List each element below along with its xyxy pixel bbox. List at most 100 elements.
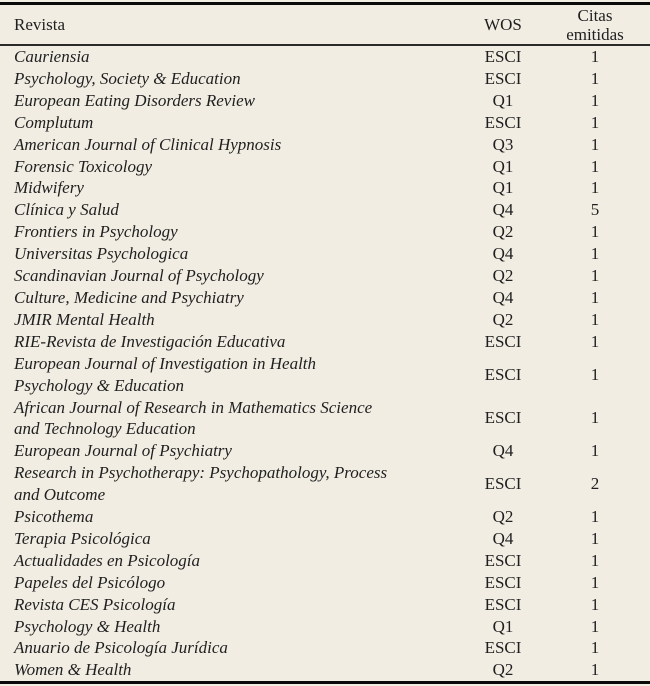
- journal-name: Anuario de Psicología Jurídica: [14, 638, 228, 658]
- table-header: Revista WOS Citas emitidas: [0, 4, 650, 45]
- table-row: Terapia Psicológica Q4 1: [0, 528, 650, 550]
- table-row: RIE-Revista de Investigación Educativa ES…: [0, 331, 650, 353]
- wos-quartile: Q3: [492, 134, 514, 154]
- journal-name: Actualidades en Psicología: [14, 550, 201, 570]
- journal-name: European Journal of Investigation in Hea…: [14, 353, 317, 395]
- journal-name: JMIR Mental Health: [14, 309, 155, 329]
- table-row: Research in Psychotherapy: Psychopatholo…: [0, 462, 650, 506]
- header-wos: WOS: [484, 15, 522, 34]
- wos-quartile: Q4: [492, 287, 514, 307]
- wos-quartile: Q2: [492, 266, 514, 286]
- wos-quartile: Q2: [492, 660, 514, 680]
- wos-quartile: Q4: [492, 200, 514, 220]
- wos-quartile: Q4: [492, 528, 514, 548]
- citas-count: 1: [590, 331, 600, 351]
- journal-name: European Eating Disorders Review: [14, 90, 255, 110]
- citas-count: 1: [590, 364, 600, 384]
- citas-count: 1: [590, 572, 600, 592]
- table-row: Psychology & Health Q1 1: [0, 616, 650, 638]
- citas-count: 1: [590, 441, 600, 461]
- citas-count: 1: [590, 616, 600, 636]
- journal-name: Papeles del Psicólogo: [14, 572, 166, 592]
- citas-count: 2: [590, 474, 600, 494]
- table-row: Forensic Toxicology Q1 1: [0, 156, 650, 178]
- journal-name: Frontiers in Psychology: [14, 222, 178, 242]
- journal-name: Clínica y Salud: [14, 200, 119, 220]
- table-row: Actualidades en Psicología ESCI 1: [0, 550, 650, 572]
- journal-name: Revista CES Psicología: [14, 594, 176, 614]
- journal-name: RIE-Revista de Investigación Educativa: [14, 331, 286, 351]
- journal-name: Midwifery: [14, 178, 84, 198]
- table-row: Cauriensia ESCI 1: [0, 45, 650, 68]
- table-row: Universitas Psychologica Q4 1: [0, 243, 650, 265]
- citas-count: 1: [590, 309, 600, 329]
- table-row: Clínica y Salud Q4 5: [0, 199, 650, 221]
- wos-quartile: ESCI: [484, 572, 522, 592]
- table-row: European Journal of Psychiatry Q4 1: [0, 440, 650, 462]
- citas-count: 1: [590, 528, 600, 548]
- journal-name: Psychology, Society & Education: [14, 68, 241, 88]
- header-revista: Revista: [14, 15, 65, 34]
- wos-quartile: Q2: [492, 507, 514, 527]
- journal-name: African Journal of Research in Mathemati…: [14, 397, 373, 439]
- wos-quartile: ESCI: [484, 408, 522, 428]
- citas-count: 1: [590, 156, 600, 176]
- journal-name: Psicothema: [14, 507, 94, 527]
- table-body: Cauriensia ESCI 1 Psychology, Society & Ed…: [0, 45, 650, 683]
- wos-quartile: ESCI: [484, 638, 522, 658]
- citas-count: 1: [590, 266, 600, 286]
- table-row: African Journal of Research in Mathemati…: [0, 397, 650, 441]
- citas-count: 5: [590, 200, 600, 220]
- wos-quartile: ESCI: [484, 331, 522, 351]
- citas-count: 1: [590, 68, 600, 88]
- journal-name: Women & Health: [14, 660, 132, 680]
- citas-count: 1: [590, 507, 600, 527]
- journal-name: Universitas Psychologica: [14, 244, 189, 264]
- wos-quartile: Q4: [492, 244, 514, 264]
- citas-count: 1: [590, 222, 600, 242]
- table-row: Frontiers in Psychology Q2 1: [0, 221, 650, 243]
- table-row: Scandinavian Journal of Psychology Q2 1: [0, 265, 650, 287]
- journal-name: Scandinavian Journal of Psychology: [14, 266, 264, 286]
- citas-count: 1: [590, 594, 600, 614]
- journal-name: Psychology & Health: [14, 616, 161, 636]
- citas-count: 1: [590, 408, 600, 428]
- table-row: Complutum ESCI 1: [0, 112, 650, 134]
- journal-name: Cauriensia: [14, 47, 90, 66]
- journal-name: Complutum: [14, 112, 94, 132]
- wos-quartile: ESCI: [484, 364, 522, 384]
- wos-quartile: ESCI: [484, 474, 522, 494]
- wos-quartile: Q2: [492, 222, 514, 242]
- wos-quartile: ESCI: [484, 47, 522, 66]
- citas-count: 1: [590, 178, 600, 198]
- citas-count: 1: [590, 638, 600, 658]
- wos-quartile: Q1: [492, 90, 514, 110]
- table-row: Psicothema Q2 1: [0, 506, 650, 528]
- table-row: American Journal of Clinical Hypnosis Q3 1: [0, 134, 650, 156]
- wos-quartile: Q2: [492, 309, 514, 329]
- table-row: European Eating Disorders Review Q1 1: [0, 90, 650, 112]
- journal-name: Forensic Toxicology: [14, 156, 153, 176]
- table-row: Anuario de Psicología Jurídica ESCI 1: [0, 637, 650, 659]
- wos-quartile: Q1: [492, 616, 514, 636]
- header-citas: Citas emitidas: [566, 5, 624, 44]
- citas-count: 1: [590, 90, 600, 110]
- citas-count: 1: [590, 244, 600, 264]
- journal-name: American Journal of Clinical Hypnosis: [14, 134, 282, 154]
- table-row: European Journal of Investigation in Hea…: [0, 353, 650, 397]
- wos-quartile: Q1: [492, 156, 514, 176]
- wos-quartile: Q1: [492, 178, 514, 198]
- wos-quartile: ESCI: [484, 68, 522, 88]
- wos-quartile: Q4: [492, 441, 514, 461]
- journal-name: Culture, Medicine and Psychiatry: [14, 287, 244, 307]
- table-row: Midwifery Q1 1: [0, 177, 650, 199]
- table-row: Papeles del Psicólogo ESCI 1: [0, 572, 650, 594]
- header-row: Revista WOS Citas emitidas: [0, 4, 650, 45]
- journal-name: Terapia Psicológica: [14, 528, 151, 548]
- journal-name: Research in Psychotherapy: Psychopatholo…: [14, 463, 388, 505]
- table-row: JMIR Mental Health Q2 1: [0, 309, 650, 331]
- wos-quartile: ESCI: [484, 594, 522, 614]
- table-row: Psychology, Society & Education ESCI 1: [0, 68, 650, 90]
- citas-count: 1: [590, 134, 600, 154]
